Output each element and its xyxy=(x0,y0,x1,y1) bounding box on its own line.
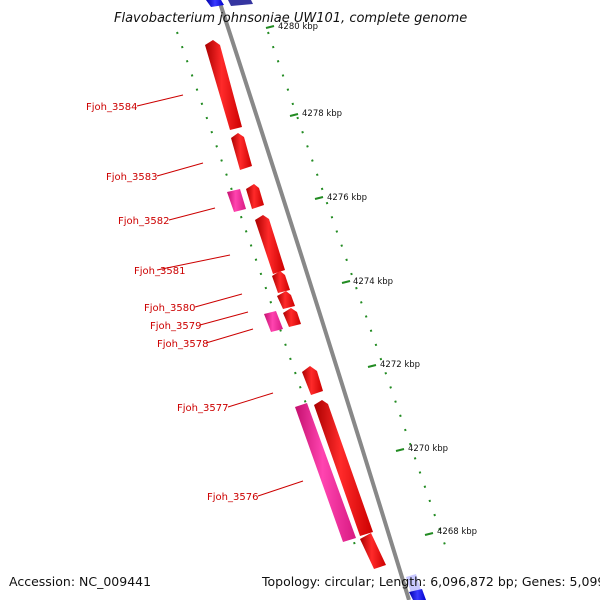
scale-marks: 4280 kbp 4278 kbp 4276 kbp 4274 kbp 4272… xyxy=(265,22,477,537)
genome-summary-text: Topology: circular; Length: 6,096,872 bp… xyxy=(261,574,600,589)
leader-fjoh-3580 xyxy=(194,293,243,308)
blue-feature xyxy=(406,574,421,593)
gene-label: Fjoh_3578 xyxy=(157,339,208,350)
gene-label: Fjoh_3581 xyxy=(134,266,185,277)
outer-dotted-track xyxy=(267,31,446,546)
gene-arrow-fjoh-3577 xyxy=(302,366,323,395)
gene-label: Fjoh_3576 xyxy=(207,492,258,503)
gene-arrow-bottom-red xyxy=(360,533,386,569)
scale-label: 4268 kbp xyxy=(437,527,477,537)
leader-fjoh-3584 xyxy=(136,94,184,107)
scale-label: 4272 kbp xyxy=(380,360,420,370)
scale-label: 4276 kbp xyxy=(327,193,367,203)
gene-arrow-fjoh-3579-pink xyxy=(264,311,283,332)
gene-arrow-fjoh-3580 xyxy=(277,291,295,309)
gene-arrow-fjoh-3579 xyxy=(283,308,301,327)
scale-label: 4270 kbp xyxy=(408,444,448,454)
blue-feature xyxy=(409,589,426,600)
top-partial-features xyxy=(206,0,253,7)
inner-dotted-track xyxy=(176,31,356,546)
bottom-partial-features xyxy=(406,574,426,600)
leader-fjoh-3577 xyxy=(227,392,274,408)
blue-feature xyxy=(206,0,224,7)
gene-label: Fjoh_3583 xyxy=(106,172,157,183)
scale-label: 4278 kbp xyxy=(302,109,342,119)
accession-text: Accession: NC_009441 xyxy=(9,574,151,589)
scale-mark xyxy=(314,196,324,200)
scale-mark xyxy=(424,532,434,536)
genome-backbone xyxy=(217,0,411,600)
gene-label: Fjoh_3584 xyxy=(86,102,137,113)
scale-label: 4274 kbp xyxy=(353,277,393,287)
leader-fjoh-3576 xyxy=(257,480,304,497)
gene-labels: Fjoh_3584 Fjoh_3583 Fjoh_3582 Fjoh_3581 … xyxy=(86,102,258,503)
leader-fjoh-3579 xyxy=(199,311,249,326)
scale-mark xyxy=(395,448,405,452)
leader-fjoh-3582 xyxy=(168,207,216,221)
gene-arrow-fjoh-3582-pink xyxy=(227,189,246,212)
gene-arrow-fjoh-3581 xyxy=(255,215,285,274)
leader-fjoh-3578 xyxy=(205,328,254,344)
gene-arrow-fjoh-3576-pink xyxy=(295,403,356,542)
gene-features xyxy=(205,40,386,569)
scale-label: 4280 kbp xyxy=(278,22,318,32)
gene-arrow-fjoh-3582 xyxy=(246,184,264,209)
label-leaders xyxy=(136,94,304,497)
gene-arrow-fjoh-3583 xyxy=(231,133,252,170)
gene-label: Fjoh_3580 xyxy=(144,303,195,314)
scale-mark xyxy=(341,280,351,284)
gene-label: Fjoh_3577 xyxy=(177,403,228,414)
map-title: Flavobacterium johnsoniae UW101, complet… xyxy=(114,11,467,26)
leader-fjoh-3581 xyxy=(156,254,231,271)
gene-label: Fjoh_3579 xyxy=(150,321,201,332)
gene-arrow-fjoh-3580a xyxy=(272,271,290,293)
gene-label: Fjoh_3582 xyxy=(118,216,169,227)
leader-fjoh-3583 xyxy=(156,162,204,177)
scale-mark xyxy=(289,113,299,117)
gene-arrow-fjoh-3576 xyxy=(314,400,373,536)
scale-mark xyxy=(367,364,377,368)
gene-arrow-fjoh-3584 xyxy=(205,40,242,130)
blue-feature xyxy=(228,0,253,6)
scale-mark xyxy=(265,25,275,29)
